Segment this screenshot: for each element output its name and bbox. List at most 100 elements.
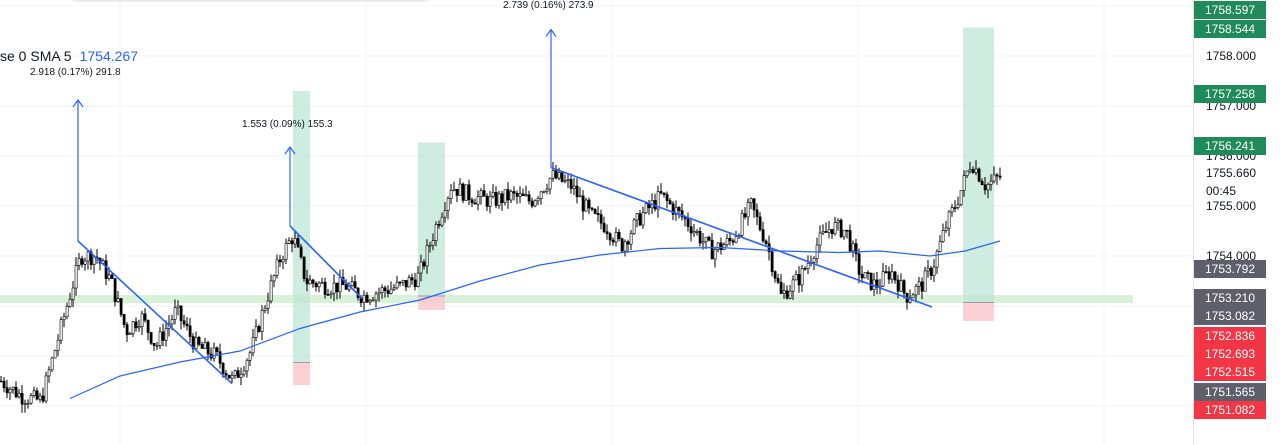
candle-body xyxy=(452,189,456,191)
candle-body xyxy=(305,278,309,285)
candle-body xyxy=(212,347,216,359)
candle-body xyxy=(29,395,33,404)
candle-body xyxy=(764,240,768,244)
candle-body xyxy=(170,319,174,325)
price-badge: 1756.241 xyxy=(1194,137,1266,155)
candle-body xyxy=(992,174,996,182)
candle-body xyxy=(923,270,927,292)
position-zones xyxy=(0,27,1133,385)
candle-body xyxy=(521,193,525,197)
candle-body xyxy=(440,216,444,226)
candle-body xyxy=(575,185,579,198)
candle-body xyxy=(791,279,795,292)
candle-body xyxy=(17,393,21,398)
candle-body xyxy=(89,251,93,265)
candle-body xyxy=(743,213,747,218)
candle-body xyxy=(821,230,825,234)
candle-body xyxy=(323,281,327,295)
candle-body xyxy=(143,313,147,321)
candle-body xyxy=(329,292,333,295)
candle-body xyxy=(368,299,372,303)
candle-body xyxy=(746,202,750,218)
candle-body xyxy=(665,194,669,201)
candle-body xyxy=(524,194,528,197)
candle-body xyxy=(902,280,906,294)
candle-body xyxy=(221,363,225,374)
candle-body xyxy=(995,174,999,177)
candle-body xyxy=(281,258,285,263)
price-badge: 1757.258 xyxy=(1194,85,1266,103)
candle-body xyxy=(800,268,804,286)
candle-body xyxy=(113,278,117,302)
candle-body xyxy=(206,342,210,355)
candle-body xyxy=(962,175,966,191)
measure-arrow-head xyxy=(284,145,296,155)
candle-body xyxy=(431,240,435,246)
candle-body xyxy=(326,294,330,296)
candle-body xyxy=(620,238,624,252)
candle-body xyxy=(503,189,507,203)
candle-body xyxy=(188,325,192,337)
candle-body xyxy=(866,272,870,274)
candle-body xyxy=(260,310,264,332)
candle-body xyxy=(563,180,567,182)
candle-body xyxy=(2,380,6,389)
candle-body xyxy=(965,170,969,176)
candle-body xyxy=(254,326,258,338)
candle-body xyxy=(119,298,123,315)
candle-body xyxy=(581,195,585,212)
candle-body xyxy=(494,192,498,206)
candle-body xyxy=(437,224,441,226)
candle-body xyxy=(959,190,963,206)
candle-body xyxy=(413,279,417,287)
candle-body xyxy=(446,198,450,211)
candle-body xyxy=(926,267,930,272)
candle-body xyxy=(707,236,711,241)
candle-body xyxy=(599,214,603,224)
candle-body xyxy=(749,198,753,204)
candle-body xyxy=(710,239,714,260)
target-zone xyxy=(963,27,994,303)
candle-body xyxy=(5,387,9,394)
candle-body xyxy=(989,180,993,185)
candle-body xyxy=(443,210,447,218)
candle-body xyxy=(938,241,942,252)
candle-body xyxy=(980,180,984,186)
candle-body xyxy=(845,229,849,232)
candle-body xyxy=(776,278,780,283)
candle-body xyxy=(8,389,12,394)
candle-body xyxy=(299,246,303,258)
candle-body xyxy=(998,175,1002,178)
candle-body xyxy=(626,241,630,245)
candle-body xyxy=(383,287,387,291)
trendline xyxy=(77,240,233,385)
price-axis[interactable]: 1758.000 1757.000 1756.000 1755.000 1754.000… xyxy=(1193,0,1280,445)
indicator-legend[interactable]: se 0 SMA 5 1754.267 xyxy=(0,48,138,64)
candle-body xyxy=(542,190,546,193)
stop-zone xyxy=(293,362,310,385)
candle-body xyxy=(476,196,480,205)
candle-body xyxy=(179,305,183,322)
candle-body xyxy=(458,183,462,196)
candle-body xyxy=(812,258,816,263)
candle-body xyxy=(899,280,903,292)
candle-body xyxy=(830,229,834,235)
candle-body xyxy=(245,360,249,372)
candle-body xyxy=(266,300,270,309)
candle-body xyxy=(20,393,24,405)
candle-body xyxy=(50,357,54,371)
candle-body xyxy=(272,275,276,282)
candle-body xyxy=(896,279,900,292)
price-chart[interactable] xyxy=(0,0,1193,445)
candle-body xyxy=(335,282,339,293)
target-zone xyxy=(293,91,310,363)
candle-body xyxy=(473,202,477,205)
candle-body xyxy=(932,266,936,276)
candle-body xyxy=(74,265,78,289)
candle-body xyxy=(734,236,738,243)
candle-body xyxy=(314,283,318,288)
candle-body xyxy=(569,179,573,189)
overlay-lines xyxy=(69,28,1001,400)
candle-body xyxy=(173,307,177,320)
candle-body xyxy=(155,345,159,347)
